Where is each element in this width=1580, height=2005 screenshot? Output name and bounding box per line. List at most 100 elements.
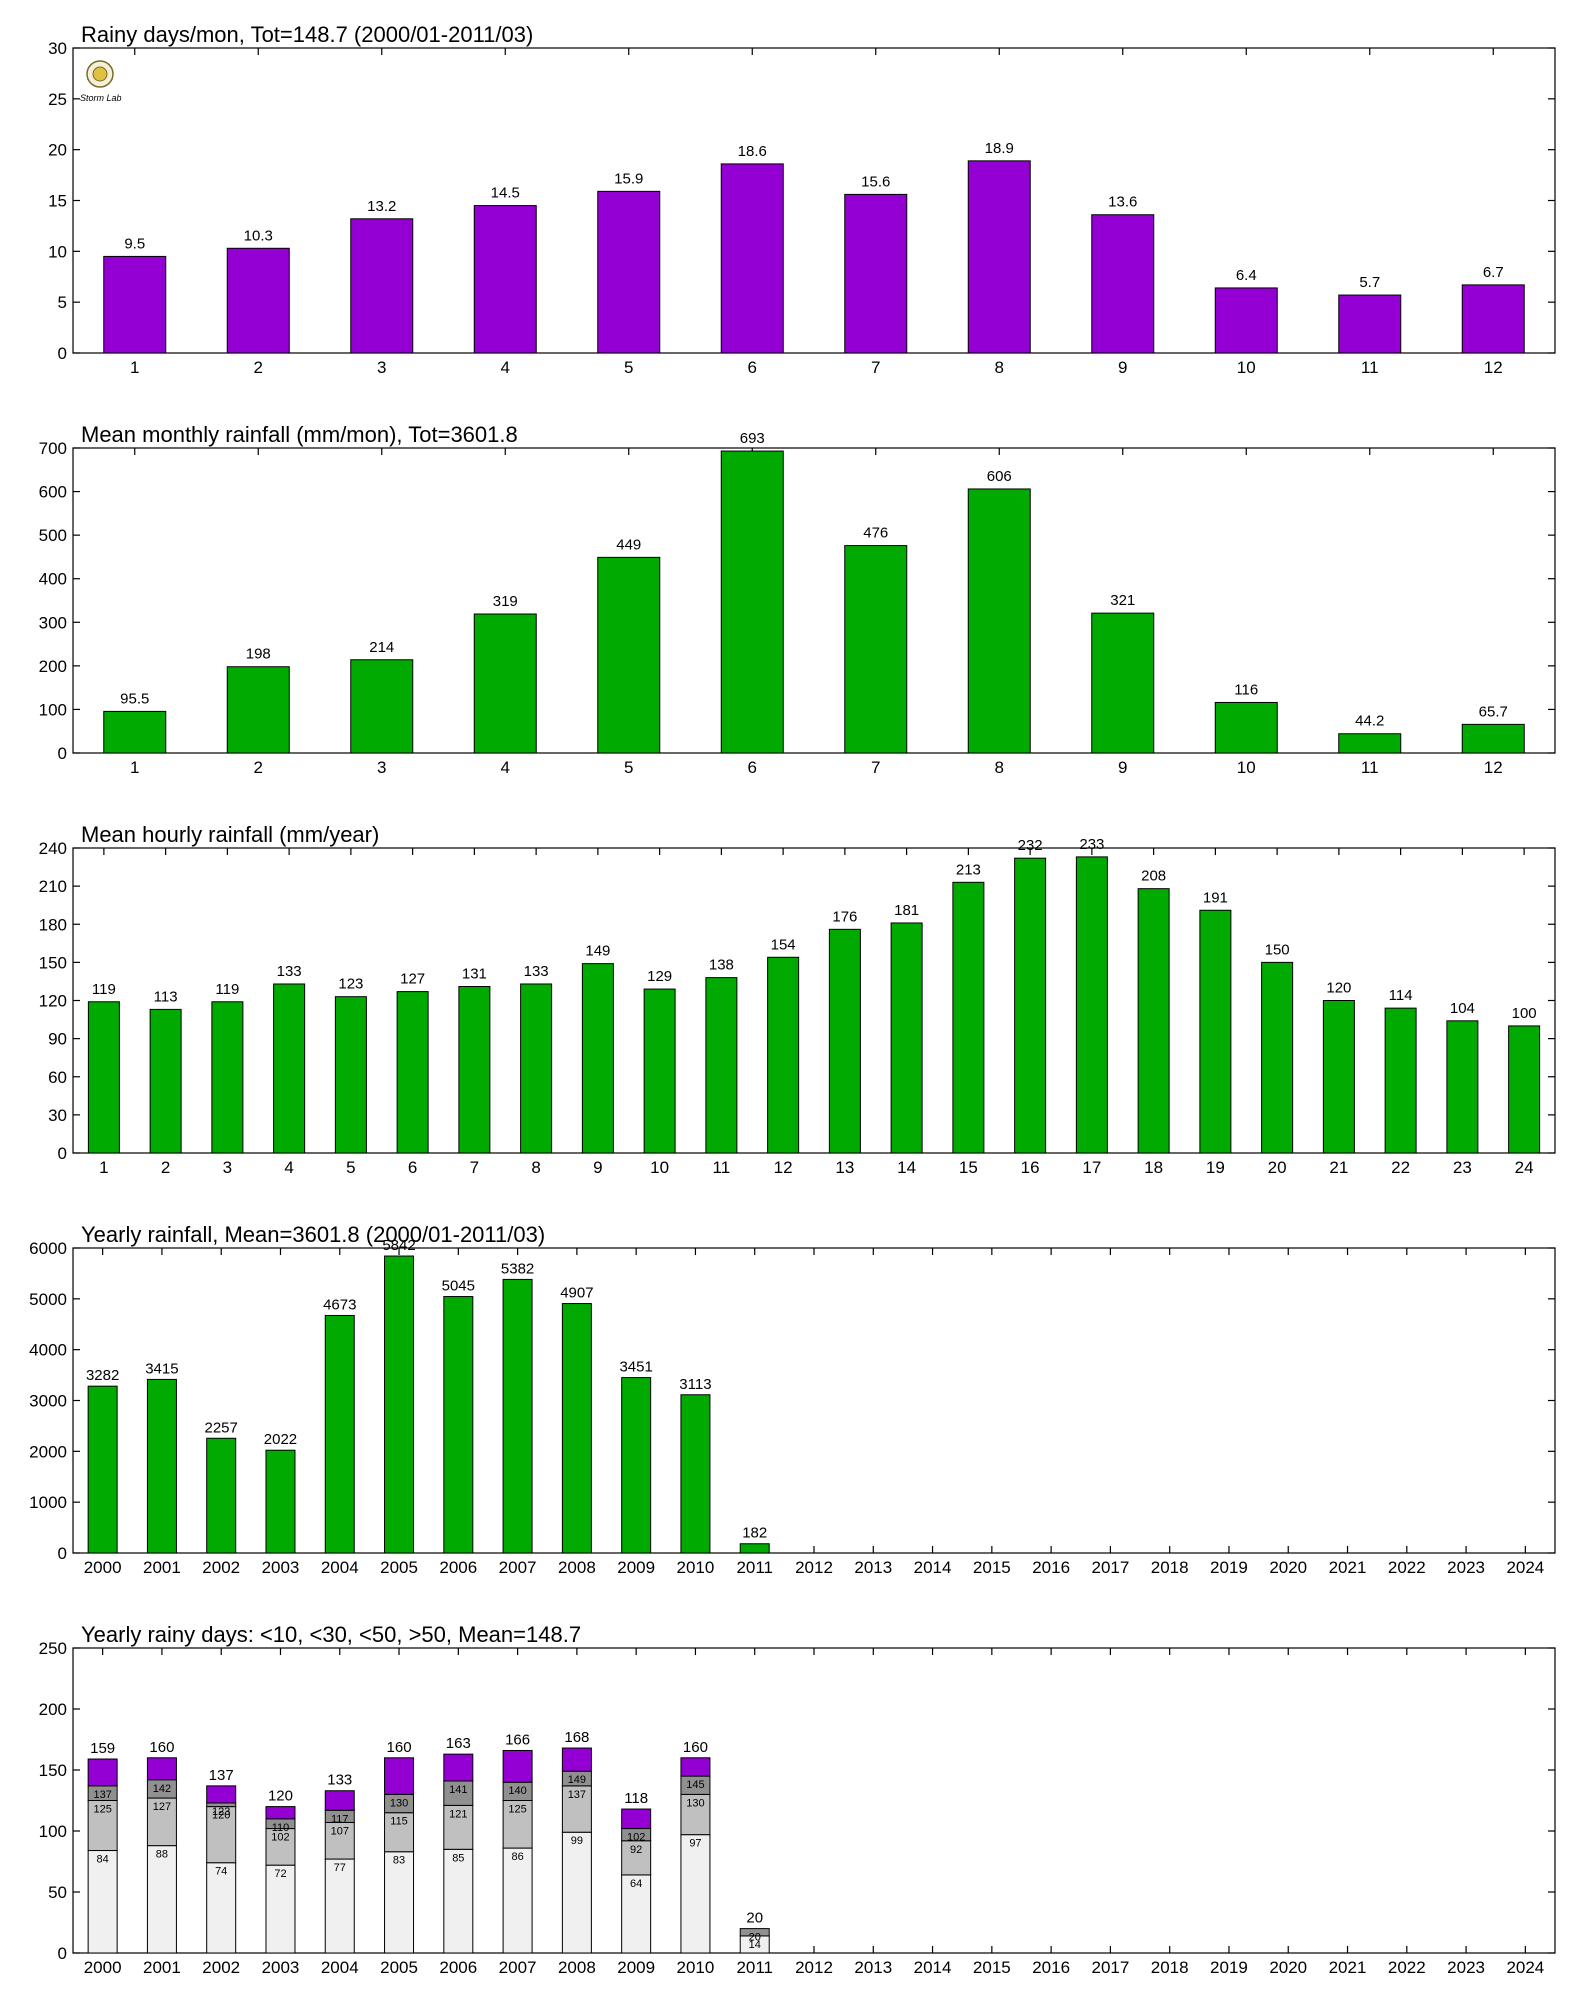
bar — [226, 666, 290, 754]
x-tick-label: 2022 — [1388, 1958, 1426, 1977]
x-tick-label: 2021 — [1329, 1958, 1367, 1977]
data-label: 3415 — [145, 1360, 178, 1377]
y-tick-label: 200 — [39, 657, 67, 676]
x-tick-label: 2009 — [617, 1558, 655, 1577]
bar-segment-total — [324, 1790, 355, 1811]
y-tick-label: 180 — [39, 915, 67, 934]
bar — [1075, 856, 1108, 1154]
y-tick-label: 90 — [48, 1030, 67, 1049]
bar — [87, 1001, 120, 1154]
bar-segment-lt10 — [680, 1834, 711, 1954]
x-tick-label: 5 — [624, 758, 633, 777]
y-tick-label: 600 — [39, 483, 67, 502]
segment-label-lt50: 110 — [272, 1822, 290, 1834]
bar — [384, 1255, 415, 1554]
segment-label-lt50: 102 — [627, 1832, 645, 1844]
y-tick-label: 5 — [58, 293, 67, 312]
x-tick-label: 9 — [593, 1158, 602, 1177]
data-label: 13.2 — [367, 198, 396, 215]
x-tick-label: 13 — [835, 1158, 854, 1177]
data-label: 159 — [90, 1740, 115, 1757]
data-label: 693 — [740, 430, 765, 447]
x-tick-label: 3 — [223, 1158, 232, 1177]
bar — [1338, 294, 1402, 354]
x-tick-label: 2006 — [439, 1958, 477, 1977]
x-tick-label: 2019 — [1210, 1958, 1248, 1977]
bar-segment-total — [87, 1758, 118, 1787]
x-tick-label: 8 — [995, 758, 1004, 777]
data-label: 3451 — [619, 1359, 652, 1376]
bar — [458, 986, 491, 1154]
x-tick-label: 2002 — [202, 1958, 240, 1977]
x-tick-label: 7 — [871, 358, 880, 377]
y-tick-label: 10 — [48, 242, 67, 261]
data-label: 118 — [624, 1790, 648, 1807]
segment-label-lt30: 120 — [212, 1810, 230, 1822]
x-tick-label: 2018 — [1151, 1558, 1189, 1577]
y-tick-label: 6000 — [29, 1239, 67, 1258]
bar-segment-total — [621, 1808, 652, 1830]
y-tick-label: 150 — [39, 953, 67, 972]
bar — [149, 1008, 182, 1154]
y-tick-label: 25 — [48, 90, 67, 109]
segment-label-lt10: 88 — [156, 1849, 168, 1861]
x-tick-label: 9 — [1118, 358, 1127, 377]
y-tick-label: 3000 — [29, 1392, 67, 1411]
segment-label-lt50: 140 — [508, 1785, 526, 1797]
bar-segment-lt30 — [561, 1785, 592, 1833]
y-tick-label: 500 — [39, 526, 67, 545]
segment-label-lt50: 141 — [449, 1784, 467, 1796]
bar — [844, 545, 908, 754]
bar — [226, 247, 290, 354]
bar — [1091, 214, 1155, 354]
x-tick-label: 2023 — [1447, 1558, 1485, 1577]
x-tick-label: 2 — [254, 358, 263, 377]
y-tick-label: 5000 — [29, 1290, 67, 1309]
bar — [324, 1314, 355, 1554]
segment-label-lt30: 130 — [686, 1797, 704, 1809]
y-tick-label: 400 — [39, 570, 67, 589]
bar — [1091, 612, 1155, 754]
data-label: 120 — [268, 1788, 293, 1805]
segment-label-lt30: 137 — [568, 1789, 586, 1801]
chart-title: Yearly rainy days: <10, <30, <50, >50, M… — [81, 1622, 581, 1647]
data-label: 20 — [746, 1910, 763, 1927]
data-label: 4673 — [323, 1296, 356, 1313]
data-label: 114 — [1389, 987, 1413, 1004]
data-label: 123 — [338, 976, 363, 993]
bar-segment-lt10 — [87, 1850, 118, 1954]
x-tick-label: 6 — [408, 1158, 417, 1177]
y-tick-label: 0 — [58, 344, 67, 363]
bar-segment-lt30 — [324, 1821, 355, 1860]
bar — [103, 710, 167, 754]
bar — [87, 1385, 118, 1554]
data-label: 606 — [987, 468, 1012, 485]
x-tick-label: 2012 — [795, 1558, 833, 1577]
data-label: 15.9 — [614, 170, 643, 187]
bar — [720, 163, 784, 354]
x-tick-label: 5 — [624, 358, 633, 377]
x-tick-label: 2010 — [677, 1958, 715, 1977]
data-label: 2022 — [264, 1431, 297, 1448]
segment-label-lt30: 107 — [331, 1825, 349, 1837]
segment-label-lt30: 125 — [508, 1804, 526, 1816]
data-label: 4907 — [560, 1285, 593, 1302]
data-label: 127 — [400, 971, 425, 988]
y-tick-label: 150 — [39, 1761, 67, 1780]
y-tick-label: 2000 — [29, 1442, 67, 1461]
x-tick-label: 2011 — [736, 1558, 773, 1577]
bar-segment-lt30 — [384, 1812, 415, 1853]
bar — [396, 991, 429, 1154]
data-label: 149 — [585, 943, 610, 960]
bar-segment-lt10 — [443, 1848, 474, 1954]
bar — [350, 218, 414, 354]
data-label: 138 — [709, 957, 734, 974]
bar — [1199, 909, 1232, 1154]
x-tick-label: 2010 — [677, 1558, 715, 1577]
segment-label-lt10: 97 — [689, 1838, 701, 1850]
bar-segment-total — [443, 1753, 474, 1782]
y-tick-label: 300 — [39, 613, 67, 632]
x-tick-label: 2023 — [1447, 1958, 1485, 1977]
